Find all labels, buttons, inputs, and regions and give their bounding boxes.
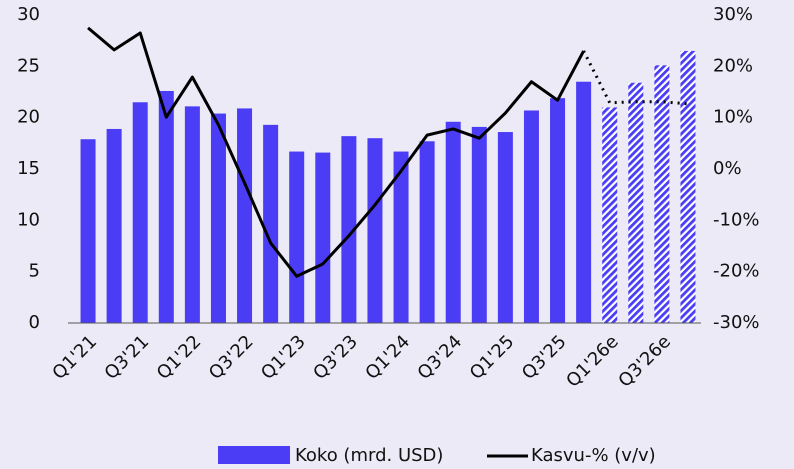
- bar: [550, 98, 566, 323]
- x-tick-label: Q1'25: [466, 331, 519, 384]
- bar: [158, 90, 174, 324]
- y-tick-label: 25: [17, 55, 40, 76]
- y2-tick-label: 20%: [713, 55, 753, 76]
- y-tick-label: 30: [17, 4, 40, 25]
- growth-line-estimate: [582, 50, 689, 106]
- y2-tick-label: 0%: [713, 158, 742, 179]
- y-tick-label: 20: [17, 107, 40, 128]
- legend-label: Kasvu-% (v/v): [531, 445, 656, 466]
- x-tick-label: Q1'21: [48, 331, 101, 384]
- bar: [367, 138, 383, 323]
- bar: [628, 82, 644, 323]
- y2-tick-label: 30%: [713, 4, 753, 25]
- x-tick-label: Q1'26e: [562, 331, 622, 391]
- x-tick-label: Q1'22: [153, 331, 206, 384]
- x-tick-label: Q3'23: [309, 331, 362, 384]
- bar: [106, 128, 122, 323]
- bar: [80, 139, 96, 323]
- y-tick-label: 10: [17, 209, 40, 230]
- bar: [315, 152, 331, 323]
- bar: [210, 113, 226, 323]
- bar: [393, 151, 409, 323]
- bar: [497, 132, 513, 323]
- x-tick-label: Q3'24: [414, 331, 467, 384]
- y-tick-label: 15: [17, 158, 40, 179]
- bar: [419, 141, 435, 323]
- bar: [602, 107, 618, 324]
- legend-swatch: [218, 446, 290, 464]
- bar: [576, 81, 592, 323]
- growth-line: [87, 26, 585, 278]
- x-tick-label: Q3'21: [101, 331, 154, 384]
- x-tick-label: Q1'24: [361, 331, 414, 384]
- y2-tick-label: 10%: [713, 107, 753, 128]
- bar: [471, 126, 487, 323]
- bar: [263, 124, 279, 323]
- x-tick-label: Q3'22: [205, 331, 258, 384]
- bar: [680, 50, 696, 323]
- bar: [523, 110, 539, 323]
- bar: [654, 65, 670, 323]
- y2-tick-label: -30%: [713, 312, 760, 333]
- bar: [132, 102, 148, 324]
- y2-tick-label: -10%: [713, 209, 760, 230]
- bar: [289, 151, 305, 323]
- x-tick-label: Q1'23: [257, 331, 310, 384]
- bar: [445, 121, 461, 323]
- bar: [184, 106, 200, 323]
- x-tick-label: Q3'26e: [614, 331, 674, 391]
- y-tick-label: 5: [29, 261, 40, 282]
- legend-label: Koko (mrd. USD): [295, 445, 443, 466]
- bar: [341, 136, 357, 323]
- bar: [237, 108, 253, 323]
- y2-tick-label: -20%: [713, 261, 760, 282]
- y-tick-label: 0: [29, 312, 40, 333]
